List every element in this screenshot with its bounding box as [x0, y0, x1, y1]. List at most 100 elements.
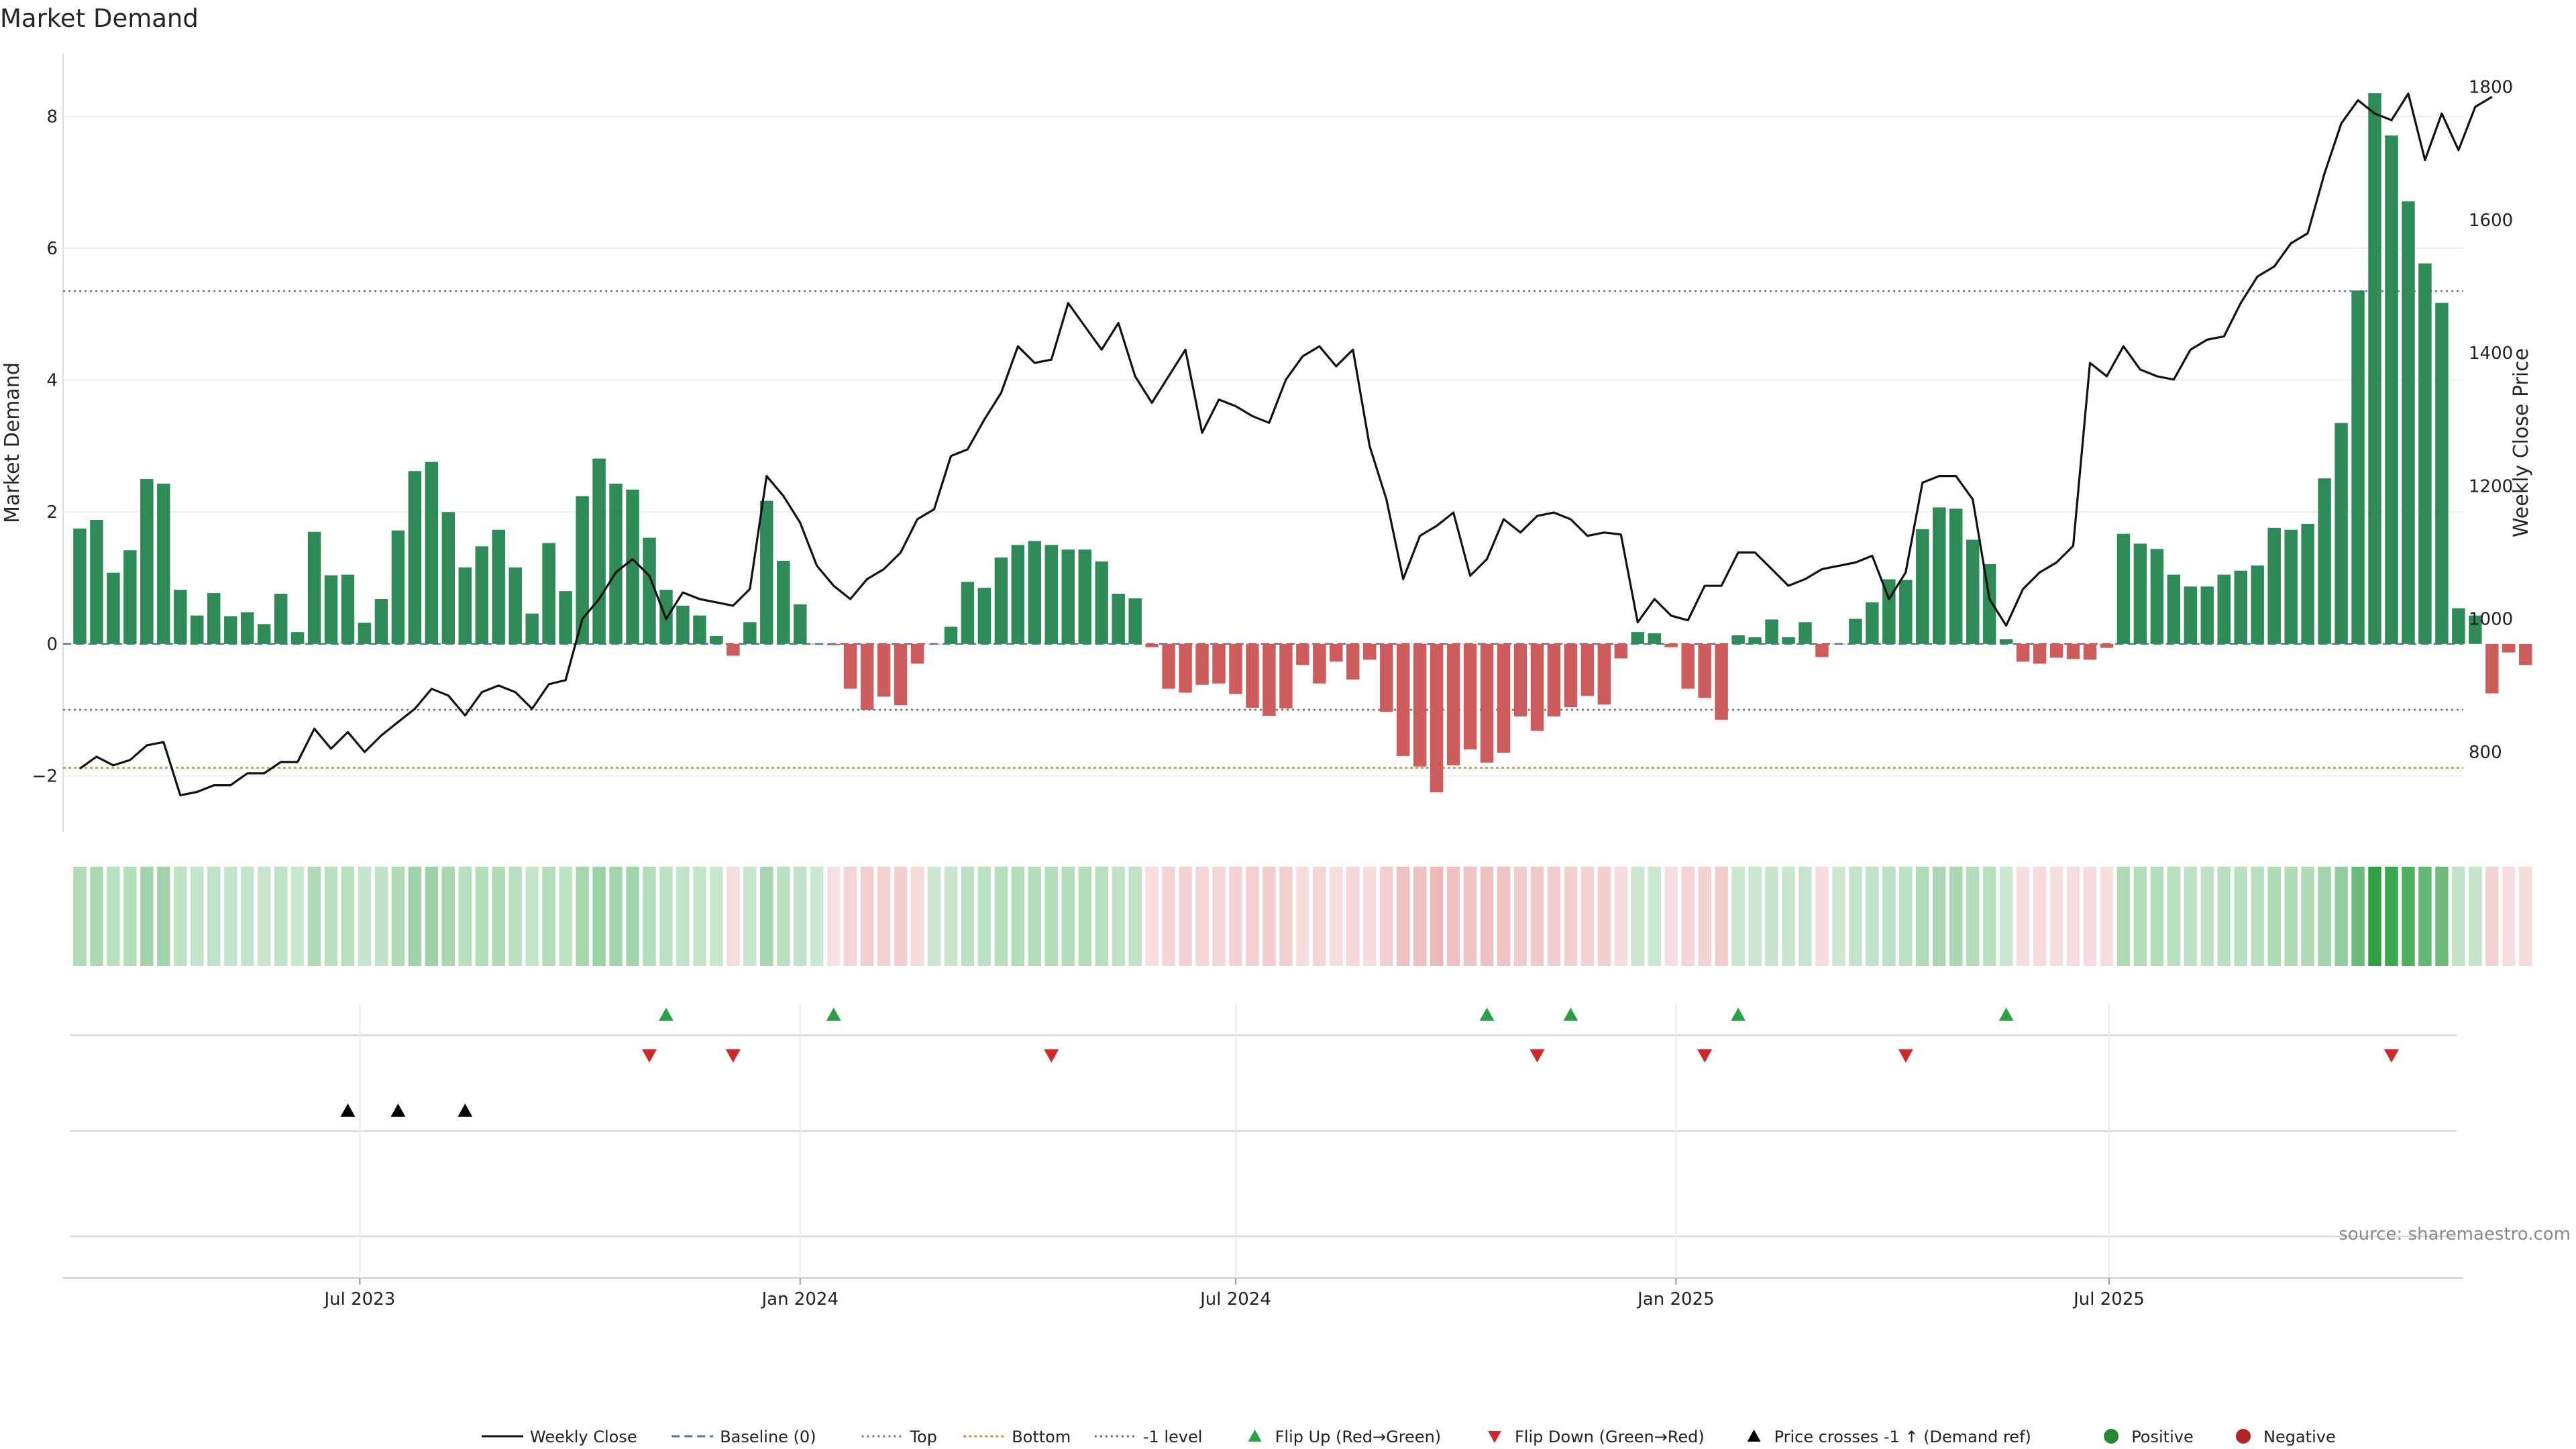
heat-cell — [894, 867, 908, 966]
demand-bar — [2402, 201, 2415, 644]
demand-bar — [240, 612, 254, 644]
demand-bar — [1513, 643, 1527, 716]
demand-bar — [1648, 633, 1661, 644]
heat-cell — [2301, 867, 2314, 966]
heat-cell — [1916, 867, 1929, 966]
demand-bar — [1933, 507, 1946, 644]
heat-cell — [626, 867, 639, 966]
heat-cell — [592, 867, 606, 966]
heat-cell — [2200, 867, 2214, 966]
heat-cell — [2368, 867, 2381, 966]
demand-bar — [525, 613, 539, 644]
legend-item: Weekly Close — [482, 1428, 637, 1446]
demand-heat-strip — [73, 867, 2532, 966]
demand-bar — [174, 590, 187, 644]
legend-swatch — [1488, 1431, 1501, 1443]
heat-cell — [2251, 867, 2264, 966]
heat-cell — [1430, 867, 1444, 966]
heat-cell — [1330, 867, 1343, 966]
heat-cell — [2133, 867, 2147, 966]
demand-bar — [1731, 635, 1745, 644]
demand-bar — [1748, 637, 1762, 644]
demand-bar — [877, 643, 891, 697]
heat-cell — [1078, 867, 1091, 966]
heat-cell — [123, 867, 137, 966]
flip-down-marker — [1697, 1049, 1713, 1063]
heat-cell — [2284, 867, 2298, 966]
demand-bar — [191, 615, 204, 644]
heat-cell — [826, 867, 841, 966]
source-note: source: sharemaestro.com — [2339, 1224, 2571, 1244]
demand-bar — [2469, 615, 2482, 644]
heat-cell — [508, 867, 522, 966]
heat-cell — [207, 867, 221, 966]
heat-cell — [693, 867, 706, 966]
demand-bar — [492, 529, 505, 644]
demand-bar — [1112, 594, 1125, 644]
legend-item: Top — [861, 1428, 937, 1446]
heat-cell — [1044, 867, 1059, 966]
heat-cell — [2184, 867, 2198, 966]
heat-cell — [1028, 867, 1042, 966]
demand-bar — [1480, 643, 1494, 763]
heat-cell — [1095, 867, 1108, 966]
heat-cell — [1246, 867, 1259, 966]
legend-label: Flip Down (Green→Red) — [1515, 1428, 1705, 1446]
flip-down-marker — [1529, 1049, 1545, 1063]
heat-cell — [374, 867, 388, 966]
heat-cell — [559, 867, 572, 966]
heat-cell — [710, 867, 723, 966]
demand-bar — [1363, 643, 1377, 660]
heat-cell — [576, 867, 589, 966]
heat-cell — [727, 867, 740, 966]
demand-bar — [994, 557, 1008, 644]
demand-bar — [2150, 549, 2164, 644]
heat-cell — [1446, 867, 1460, 966]
price-cross-marker — [390, 1104, 406, 1117]
heat-cell — [643, 867, 656, 966]
demand-bar — [408, 471, 422, 644]
heat-cell — [2217, 867, 2231, 966]
legend-item: Bottom — [963, 1428, 1071, 1446]
heat-cell — [961, 867, 975, 966]
heat-cell — [2016, 867, 2030, 966]
demand-bar — [1832, 643, 1845, 645]
heat-cell — [1866, 867, 1879, 966]
demand-bar — [1195, 643, 1209, 685]
demand-bar — [358, 623, 372, 644]
demand-bar — [1715, 643, 1728, 720]
demand-bar — [2016, 643, 2030, 662]
demand-bar — [777, 560, 790, 644]
heat-cell — [2452, 867, 2465, 966]
y2-tick-label: 1800 — [2469, 78, 2513, 98]
demand-bar — [1128, 598, 1142, 644]
heat-cell — [1631, 867, 1645, 966]
demand-bar — [1765, 619, 1778, 644]
heat-cell — [90, 867, 103, 966]
demand-bar — [860, 643, 874, 710]
heat-cell — [1715, 867, 1728, 966]
demand-bar — [1849, 619, 1862, 644]
demand-bar — [2033, 643, 2047, 664]
demand-bar — [107, 572, 120, 644]
demand-bar — [1949, 508, 1963, 644]
legend-label: Flip Up (Red→Green) — [1275, 1428, 1442, 1446]
heat-cell — [1664, 867, 1678, 966]
demand-bar — [1396, 643, 1410, 756]
heat-cell — [2318, 867, 2331, 966]
heat-cell — [2150, 867, 2164, 966]
heat-cell — [1279, 867, 1293, 966]
legend-label: Price crosses -1 ↑ (Demand ref) — [1774, 1428, 2031, 1446]
demand-bar — [2133, 543, 2147, 644]
heat-cell — [1580, 867, 1595, 966]
heat-cell — [1363, 867, 1377, 966]
demand-bar — [760, 500, 773, 644]
heat-cell — [191, 867, 204, 966]
flip-down-marker — [2383, 1049, 2399, 1063]
demand-bar — [90, 520, 103, 644]
demand-bar — [2083, 643, 2097, 660]
heat-cell — [425, 867, 439, 966]
demand-bar — [123, 550, 137, 644]
demand-bar — [2435, 303, 2449, 644]
demand-bar — [1413, 643, 1427, 767]
